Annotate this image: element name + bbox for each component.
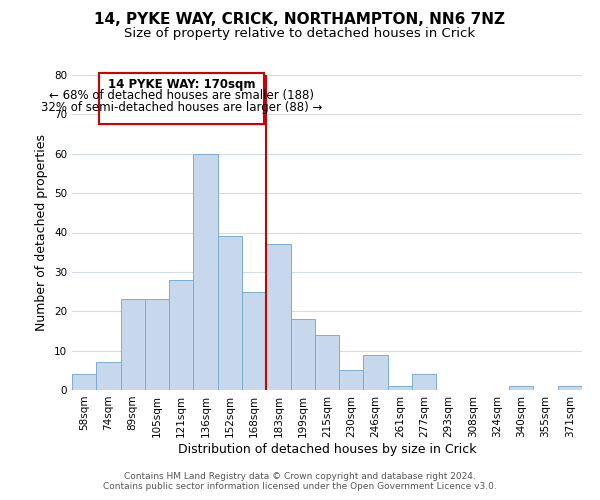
Bar (339, 370, 364, 390)
Bar (96, 362, 121, 390)
Bar (218, 236, 242, 390)
Bar (558, 386, 582, 390)
Y-axis label: Number of detached properties: Number of detached properties (35, 134, 49, 331)
Text: 32% of semi-detached houses are larger (88) →: 32% of semi-detached houses are larger (… (41, 100, 322, 114)
X-axis label: Distribution of detached houses by size in Crick: Distribution of detached houses by size … (178, 442, 476, 456)
Bar (193, 154, 218, 390)
FancyBboxPatch shape (99, 73, 264, 124)
Bar (121, 300, 145, 390)
Bar (72, 374, 96, 390)
Bar (266, 244, 290, 390)
Bar (364, 354, 388, 390)
Text: Contains HM Land Registry data © Crown copyright and database right 2024.: Contains HM Land Registry data © Crown c… (124, 472, 476, 481)
Bar (145, 300, 169, 390)
Bar (242, 292, 266, 390)
Bar (169, 280, 193, 390)
Bar (412, 374, 436, 390)
Text: Contains public sector information licensed under the Open Government Licence v3: Contains public sector information licen… (103, 482, 497, 491)
Bar (315, 335, 339, 390)
Text: ← 68% of detached houses are smaller (188): ← 68% of detached houses are smaller (18… (49, 89, 314, 102)
Bar (388, 386, 412, 390)
Bar (509, 386, 533, 390)
Bar (290, 319, 315, 390)
Text: 14 PYKE WAY: 170sqm: 14 PYKE WAY: 170sqm (107, 78, 255, 91)
Text: Size of property relative to detached houses in Crick: Size of property relative to detached ho… (124, 28, 476, 40)
Text: 14, PYKE WAY, CRICK, NORTHAMPTON, NN6 7NZ: 14, PYKE WAY, CRICK, NORTHAMPTON, NN6 7N… (95, 12, 505, 28)
